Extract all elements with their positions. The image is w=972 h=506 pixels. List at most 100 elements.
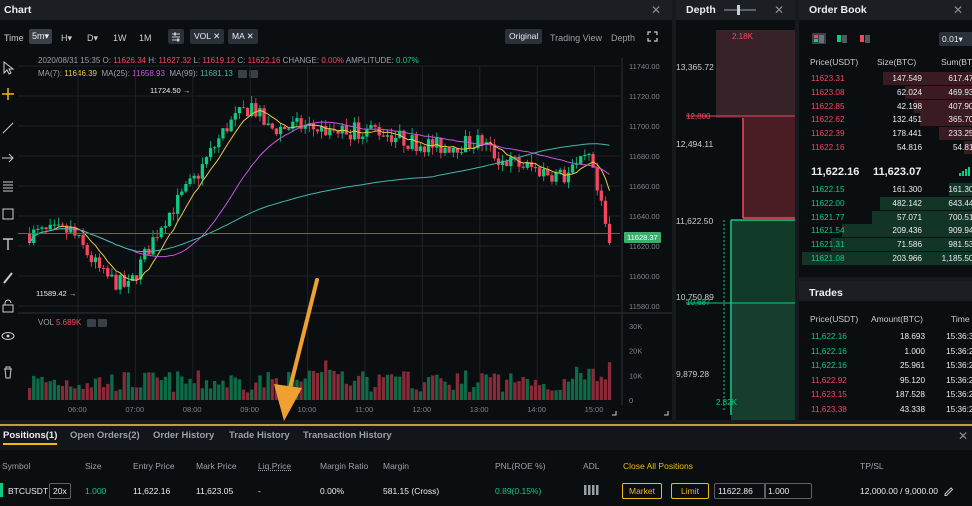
timeframe-5m[interactable]: 5m▾ xyxy=(29,29,53,44)
caret-down-icon: ▾ xyxy=(44,31,50,41)
view-original[interactable]: Original xyxy=(505,29,543,44)
slider-handle[interactable] xyxy=(737,5,740,15)
resize-handle-icon[interactable] xyxy=(612,411,617,416)
candle-body xyxy=(500,160,505,166)
candle-body xyxy=(85,244,89,256)
close-icon[interactable]: ✕ xyxy=(953,3,964,17)
close-icon[interactable]: ✕ xyxy=(651,3,662,17)
volume-bar xyxy=(217,384,221,400)
ask-row[interactable]: 11622.62 132.451 365.708 xyxy=(807,113,972,127)
settings-icon[interactable] xyxy=(249,69,259,78)
timeframe-1w[interactable]: 1W xyxy=(113,33,127,43)
timeframe-5m-label: 5m xyxy=(32,31,45,41)
volume-bar xyxy=(488,377,492,400)
close-icon[interactable]: ✕ xyxy=(958,429,969,443)
orderbook-both-view-icon[interactable] xyxy=(812,33,826,44)
candlestick-chart[interactable]: 11740.00 11720.00 11700.00 11680.00 11660.00… xyxy=(0,0,672,420)
lock-icon[interactable] xyxy=(0,298,16,314)
volume-bar xyxy=(188,378,192,400)
bid-sum: 161.300 xyxy=(948,185,972,194)
bid-row[interactable]: 11622.00 482.142 643.442 xyxy=(807,196,972,211)
tab-order-history[interactable]: Order History xyxy=(153,430,215,441)
fullscreen-icon[interactable] xyxy=(647,31,658,44)
view-trading-view[interactable]: Trading View xyxy=(550,33,603,43)
orderbook-asks-view-icon[interactable] xyxy=(858,33,872,46)
candle-body xyxy=(476,135,480,149)
rectangle-icon[interactable] xyxy=(0,206,16,222)
close-icon[interactable]: ✕ xyxy=(246,31,254,41)
volume-bar xyxy=(505,379,509,400)
tab-trade-history[interactable]: Trade History xyxy=(229,430,290,441)
volume-bar xyxy=(385,374,390,400)
limit-close-button[interactable]: Limit xyxy=(671,483,709,499)
eye-icon[interactable] xyxy=(0,328,16,344)
ask-row[interactable]: 11622.85 42.198 407.906 xyxy=(807,99,972,114)
timeframe-1m[interactable]: 1M xyxy=(139,33,152,43)
indicator-settings-icon[interactable] xyxy=(168,29,184,44)
arrow-right-icon[interactable] xyxy=(0,150,16,166)
crosshair-icon[interactable] xyxy=(0,86,16,102)
bid-row[interactable]: 11621.54 209.436 909.949 xyxy=(807,224,972,238)
ask-row[interactable]: 11623.31 147.549 617.479 xyxy=(807,72,972,86)
time-axis-label: 12:00 xyxy=(412,405,431,414)
timeframe-hour[interactable]: H▾ xyxy=(61,33,72,44)
resize-handle-icon[interactable] xyxy=(664,411,669,416)
brush-icon[interactable] xyxy=(0,270,16,286)
close-icon[interactable]: ✕ xyxy=(774,3,785,17)
text-icon[interactable] xyxy=(0,236,16,252)
volume-axis-label: 20K xyxy=(629,347,642,356)
tab-positions[interactable]: Positions(1) xyxy=(3,430,58,441)
ask-row[interactable]: 11623.08 62.024 469.930 xyxy=(807,85,972,100)
depth-panel: Depth ✕ 13,365.72 12,494.11 11,622.50 10… xyxy=(676,0,795,420)
candle-body xyxy=(369,125,373,129)
tab-open-orders[interactable]: Open Orders(2) xyxy=(70,430,140,441)
bid-row[interactable]: 11622.15 161.300 161.300 xyxy=(807,183,972,197)
candle-body xyxy=(155,237,159,239)
bid-row[interactable]: 11621.77 57.071 700.513 xyxy=(807,210,972,225)
eye-icon[interactable] xyxy=(238,69,248,78)
col-tpsl: TP/SL xyxy=(860,461,884,471)
tab-transaction-history[interactable]: Transaction History xyxy=(303,430,392,441)
volume-bar xyxy=(459,383,464,400)
settings-icon[interactable] xyxy=(97,318,107,327)
time-label: Time xyxy=(4,33,24,43)
ask-row[interactable]: 11622.16 54.816 54.816 xyxy=(807,141,972,155)
volume-bar xyxy=(537,385,542,400)
leverage-badge[interactable]: 20x xyxy=(49,483,71,499)
bid-row[interactable]: 11621.31 71.586 981.535 xyxy=(807,238,972,252)
tab-positions-underline xyxy=(3,443,57,445)
trash-icon[interactable] xyxy=(0,364,16,380)
orderbook-bids-view-icon[interactable] xyxy=(835,33,849,46)
view-depth[interactable]: Depth xyxy=(611,33,636,43)
trade-time: 15:36:28 xyxy=(946,361,972,370)
depth-zoom-slider[interactable] xyxy=(724,5,756,15)
volume-bar xyxy=(468,391,472,400)
trendline-icon[interactable] xyxy=(0,120,16,136)
volume-bar xyxy=(513,382,517,400)
bid-row[interactable]: 11621.08 203.966 1,185.501 xyxy=(802,252,972,266)
vol-indicator-chip[interactable]: VOL ✕ xyxy=(190,29,225,44)
fib-lines-icon[interactable] xyxy=(0,178,16,194)
candle-body xyxy=(287,128,291,130)
precision-select[interactable]: 0.01▾ xyxy=(939,32,972,46)
timeframe-day[interactable]: D▾ xyxy=(87,33,98,44)
col-liq-price[interactable]: Liq.Price xyxy=(258,461,292,471)
eye-icon[interactable] xyxy=(86,318,96,327)
edit-icon[interactable] xyxy=(943,485,954,498)
cursor-icon[interactable] xyxy=(0,60,16,76)
time-axis-label: 13:00 xyxy=(470,405,489,414)
trade-amount: 187.528 xyxy=(895,390,925,399)
market-close-button[interactable]: Market xyxy=(622,483,662,499)
close-icon[interactable]: ✕ xyxy=(213,31,221,41)
candle-body xyxy=(134,275,139,280)
candle-body xyxy=(361,136,365,139)
candle-body xyxy=(122,275,126,287)
ask-row[interactable]: 11622.39 178.441 233.257 xyxy=(807,127,972,141)
volume-bar xyxy=(52,379,56,400)
time-axis-label: 10:00 xyxy=(298,405,317,414)
candle-body xyxy=(204,157,209,165)
limit-price-input[interactable]: 11622.86 xyxy=(714,483,766,499)
ma-indicator-chip[interactable]: MA ✕ xyxy=(228,29,258,44)
close-all-positions-link[interactable]: Close All Positions xyxy=(623,461,693,471)
limit-qty-input[interactable]: 1.000 xyxy=(764,483,812,499)
